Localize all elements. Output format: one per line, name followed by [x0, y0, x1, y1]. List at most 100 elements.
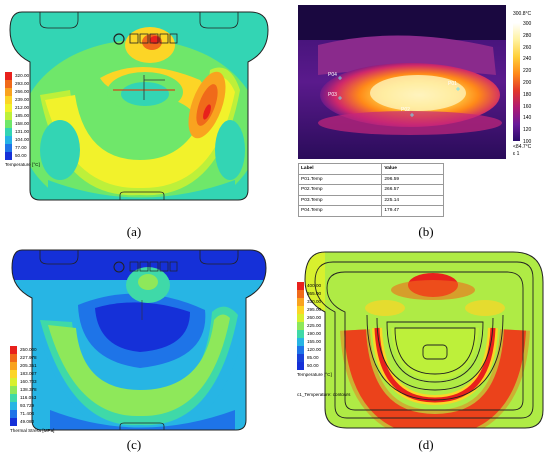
table-header: Value [381, 163, 444, 175]
table-row: P03.Temp 225.14 [297, 194, 444, 206]
legend-entry: 330.00 [297, 298, 332, 306]
ir-point-label: P01 [448, 81, 457, 87]
caption-c: (c) [126, 437, 142, 452]
legend-entry: 131.00 [5, 128, 40, 136]
legend-value: 104.00 [15, 137, 30, 142]
legend-value: 50.00 [307, 363, 319, 368]
legend-value: 50.00 [15, 153, 27, 158]
table-row: P02.Temp 266.57 [297, 184, 444, 196]
legend-swatch [10, 386, 17, 394]
legend-entry: 49.080 [10, 418, 54, 426]
table-cell: P02.Temp [297, 184, 383, 196]
legend-value: 138.378 [20, 387, 37, 392]
legend-entry: 160.703 [10, 378, 54, 386]
table-cell: 296.59 [381, 173, 444, 185]
ir-point-label: P02 [401, 107, 410, 113]
legend-swatch [10, 418, 17, 426]
ir-point-label: P03 [328, 92, 337, 98]
panel-d-legend: 400.00 365.00 330.00 295.00 260.00 225.00 190.… [297, 282, 332, 377]
legend-swatch [5, 136, 12, 144]
part-outline [9, 11, 269, 201]
legend-swatch [297, 314, 304, 322]
scale-tick-label: 280 [523, 32, 532, 39]
legend-subtitle: c1_Temperature: contours [297, 392, 351, 397]
legend-title: Temperature [°C] [5, 162, 40, 167]
legend-value: 212.00 [15, 105, 30, 110]
legend-value: 293.00 [15, 81, 30, 86]
panel-b-thermal-image: P04 P03 P01 P02 [298, 5, 506, 159]
table-cell: 225.14 [381, 194, 444, 206]
legend-entry: 205.351 [10, 362, 54, 370]
legend-entry: 50.00 [5, 152, 40, 160]
panel-a: 320.00 293.00 266.00 239.00 212.00 185.00 158.… [0, 0, 270, 239]
panel-b: P04 P03 P01 P02 300.8°C 300 280 260 240 220 2… [298, 5, 550, 245]
caption-d: (d) [418, 437, 434, 452]
scale-tick-label: 140 [523, 115, 532, 122]
legend-entry: 71.404 [10, 410, 54, 418]
legend-swatch [5, 72, 12, 80]
scale-tick-label: 180 [523, 91, 532, 98]
legend-entry: 293.00 [5, 80, 40, 88]
legend-title: Thermal Stress [MPa] [10, 428, 55, 433]
legend-swatch [5, 112, 12, 120]
legend-swatch [10, 402, 17, 410]
ir-point-label: P04 [328, 72, 337, 78]
legend-value: 266.00 [15, 89, 30, 94]
table-cell: P04.Temp [297, 205, 383, 217]
legend-value: 85.00 [307, 355, 319, 360]
legend-swatch [5, 152, 12, 160]
legend-value: 190.00 [307, 331, 322, 336]
legend-swatch [10, 394, 17, 402]
legend-value: 330.00 [307, 299, 322, 304]
legend-entry: 158.00 [5, 120, 40, 128]
legend-swatch [5, 88, 12, 96]
legend-value: 183.027 [20, 371, 37, 376]
legend-swatch [10, 370, 17, 378]
legend-value: 365.00 [307, 291, 322, 296]
legend-value: 227.978 [20, 355, 37, 360]
legend-value: 239.00 [15, 97, 30, 102]
legend-entry: 93.729 [10, 402, 54, 410]
legend-value: 158.00 [15, 121, 30, 126]
ir-color-scale: 300.8°C 300 280 260 240 220 200 180 160 140 120 10… [510, 11, 550, 167]
legend-entry: 295.00 [297, 306, 332, 314]
legend-swatch [10, 346, 17, 354]
legend-swatch [297, 338, 304, 346]
legend-value: 185.00 [15, 113, 30, 118]
legend-entry: 85.00 [297, 354, 332, 362]
legend-swatch [5, 104, 12, 112]
legend-value: 320.00 [15, 73, 30, 78]
legend-entry: 225.00 [297, 322, 332, 330]
table-header: Label [297, 163, 383, 175]
legend-swatch [297, 282, 304, 290]
legend-value: 71.404 [20, 411, 35, 416]
panel-d-contour-plot [304, 251, 544, 429]
part-outline [11, 249, 267, 431]
scale-tick-label: 120 [523, 127, 532, 134]
legend-swatch [297, 290, 304, 298]
legend-entry: 50.00 [297, 362, 332, 370]
legend-value: 116.053 [20, 395, 37, 400]
legend-value: 160.703 [20, 379, 37, 384]
legend-swatch [297, 306, 304, 314]
scale-tick-label: 220 [523, 68, 532, 75]
legend-entry: 190.00 [297, 330, 332, 338]
table-cell: 266.57 [381, 184, 444, 196]
scale-tick-label: 300 [523, 21, 532, 27]
scale-min-label: <84.7°C [513, 144, 532, 150]
emissivity-label: ε 1 [513, 151, 520, 157]
legend-value: 155.00 [307, 339, 322, 344]
scale-tick-label: 200 [523, 80, 532, 86]
legend-value: 400.00 [307, 283, 322, 288]
legend-swatch [10, 354, 17, 362]
panel-a-legend: 320.00 293.00 266.00 239.00 212.00 185.00 158.… [5, 72, 40, 167]
legend-swatch [10, 378, 17, 386]
scale-max-label: 300.8°C [513, 11, 532, 17]
legend-value: 205.351 [20, 363, 37, 368]
legend-swatch [297, 346, 304, 354]
legend-value: 295.00 [307, 307, 322, 312]
legend-swatch [297, 354, 304, 362]
caption-b: (b) [418, 224, 434, 239]
legend-value: 120.00 [307, 347, 322, 352]
legend-value: 225.00 [307, 323, 322, 328]
